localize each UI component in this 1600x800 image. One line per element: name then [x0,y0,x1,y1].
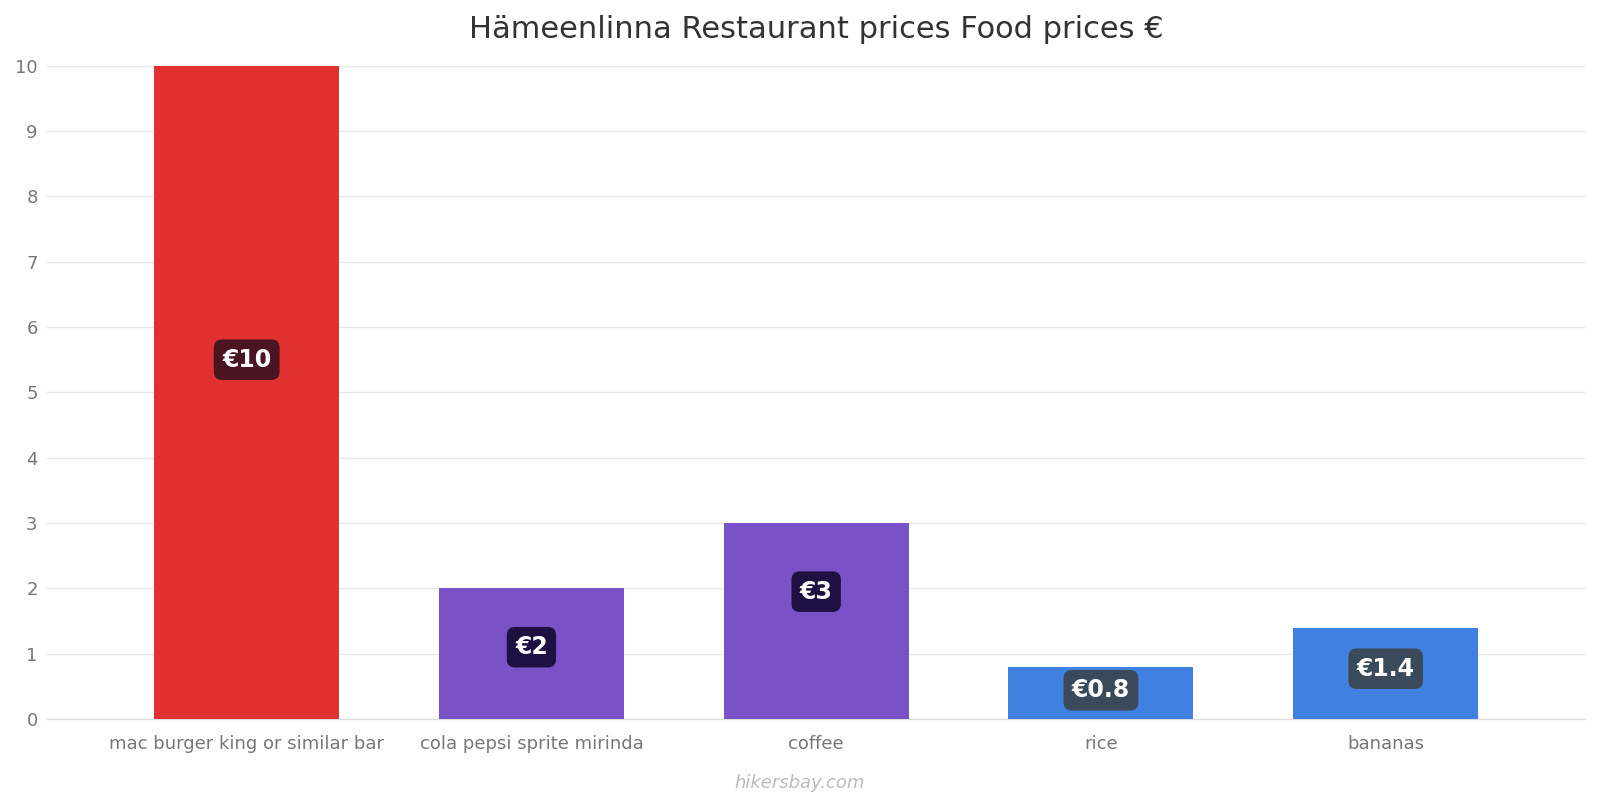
Bar [1008,666,1194,719]
Bar [1293,627,1478,719]
Bar [438,588,624,719]
Bar [723,523,909,719]
Bar [154,66,339,719]
Text: €0.8: €0.8 [1072,678,1130,702]
Text: hikersbay.com: hikersbay.com [734,774,866,792]
Title: Hämeenlinna Restaurant prices Food prices €: Hämeenlinna Restaurant prices Food price… [469,15,1163,44]
Text: €3: €3 [800,580,832,604]
Text: €1.4: €1.4 [1357,657,1414,681]
Text: €2: €2 [515,635,547,659]
Text: €10: €10 [222,348,272,372]
